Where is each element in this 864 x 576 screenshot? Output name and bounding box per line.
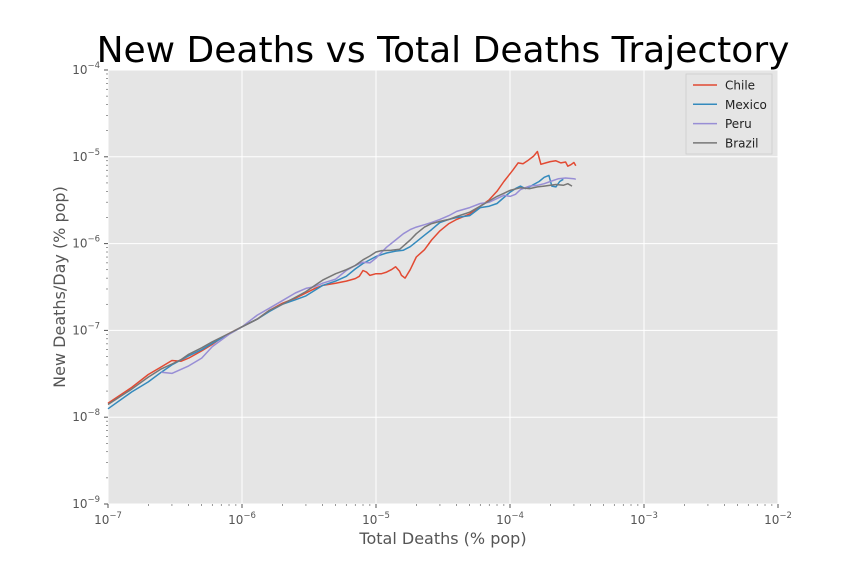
- x-axis: 10−7 10−6 10−5 10−4 10−3 10−2: [94, 504, 792, 527]
- y-tick-label: 10−5: [72, 148, 100, 164]
- legend-label-peru: Peru: [725, 117, 752, 131]
- y-tick-label: 10−4: [72, 61, 100, 77]
- chart-title: New Deaths vs Total Deaths Trajectory: [97, 30, 790, 71]
- x-tick-label: 10−4: [496, 511, 524, 527]
- minor-ticks: [106, 73, 773, 506]
- legend-box: [685, 73, 773, 155]
- x-tick-label: 10−7: [94, 511, 122, 527]
- x-tick-label: 10−3: [630, 511, 658, 527]
- x-tick-label: 10−6: [228, 511, 256, 527]
- y-tick-label: 10−6: [72, 235, 100, 251]
- y-axis-label: New Deaths/Day (% pop): [50, 186, 69, 388]
- series-line-brazil: [107, 182, 573, 406]
- legend-label-brazil: Brazil: [725, 136, 759, 150]
- x-tick-label: 10−2: [764, 511, 792, 527]
- y-tick-label: 10−9: [72, 495, 100, 511]
- y-tick-label: 10−8: [72, 408, 100, 424]
- legend-label-chile: Chile: [725, 79, 755, 93]
- series-lines: [107, 150, 577, 410]
- legend-label-mexico: Mexico: [725, 98, 767, 112]
- x-tick-label: 10−5: [362, 511, 390, 527]
- x-axis-label: Total Deaths (% pop): [358, 529, 526, 548]
- y-axis: 10−9 10−8 10−7 10−6 10−5 10−4: [72, 61, 108, 511]
- y-tick-label: 10−7: [72, 321, 100, 337]
- legend: Chile Mexico Peru Brazil: [685, 73, 773, 155]
- plot-area: [108, 70, 778, 504]
- grid: [107, 69, 779, 505]
